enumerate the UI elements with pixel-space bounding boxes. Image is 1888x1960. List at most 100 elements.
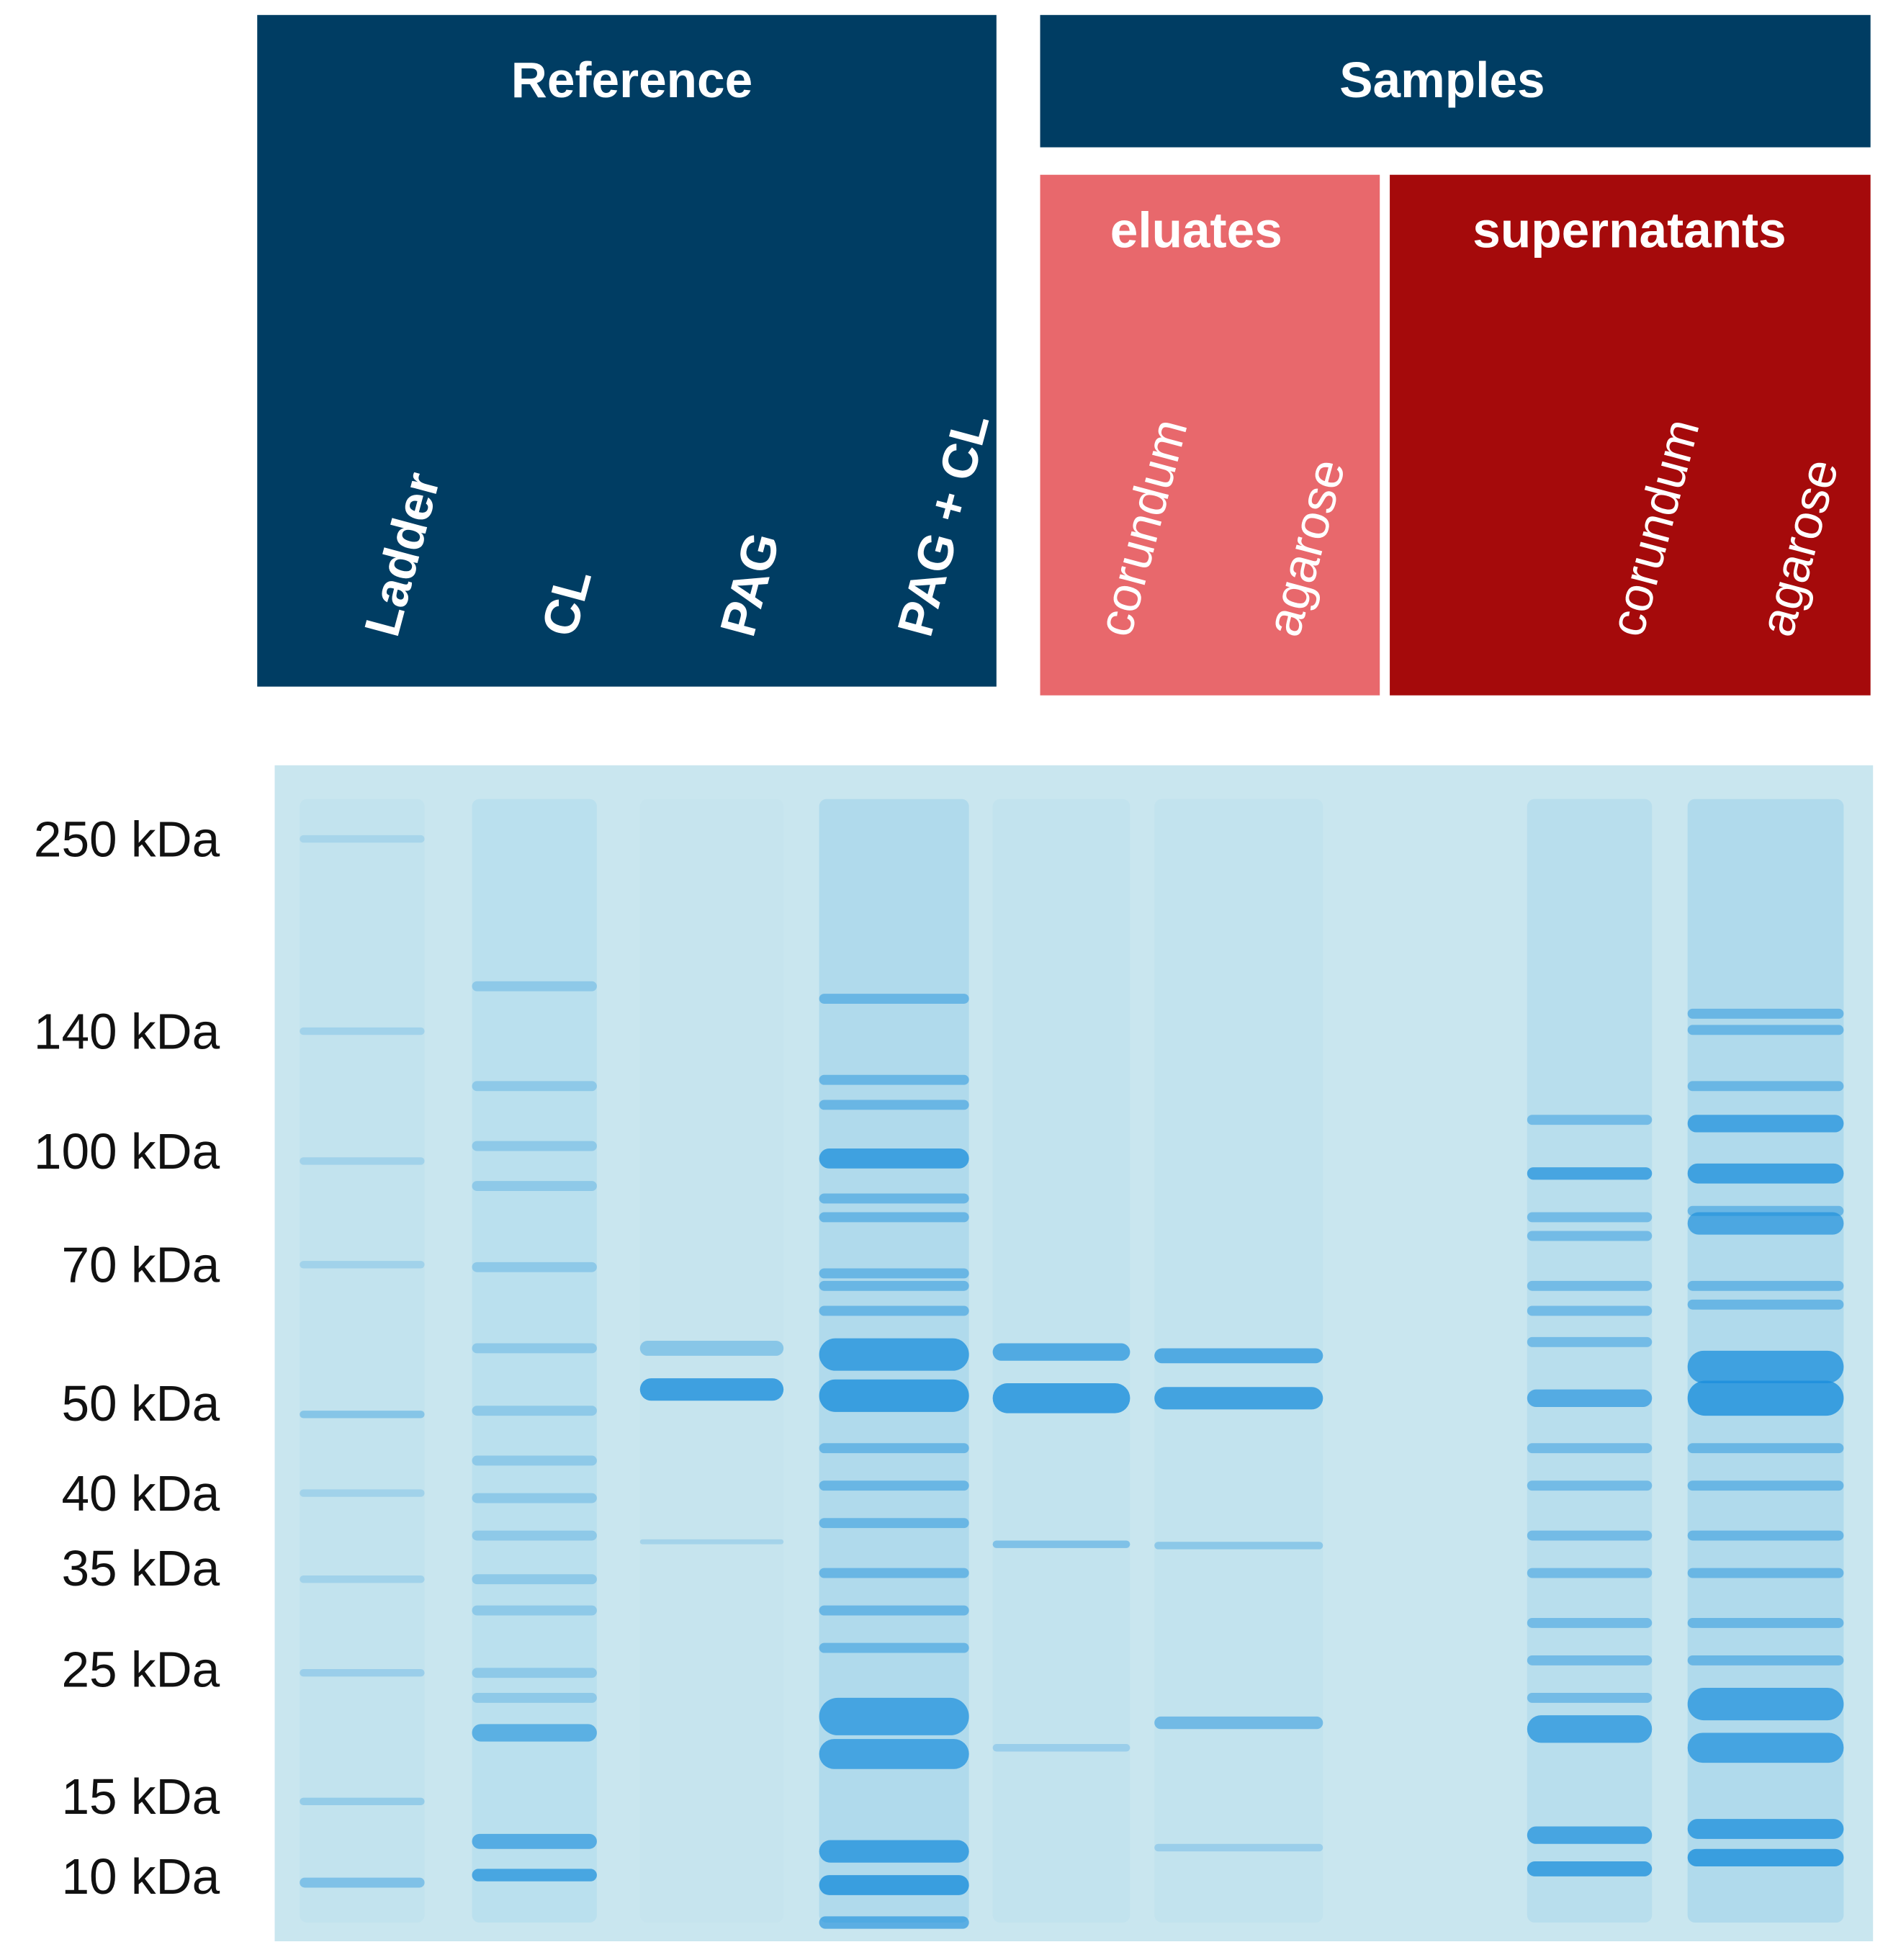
lane-smear xyxy=(300,799,425,1923)
band xyxy=(1527,1336,1653,1347)
band xyxy=(1687,1480,1844,1491)
band xyxy=(1687,1212,1844,1235)
reference-title: Reference xyxy=(511,52,752,108)
band xyxy=(1527,1655,1653,1665)
band xyxy=(472,1081,597,1092)
band xyxy=(472,1833,597,1849)
band xyxy=(1527,1617,1653,1628)
band xyxy=(1527,1480,1653,1491)
band xyxy=(1687,1280,1844,1291)
band xyxy=(300,1261,425,1269)
band xyxy=(300,1027,425,1035)
marker-label: 15 kDa xyxy=(61,1768,220,1825)
band xyxy=(1154,1387,1323,1410)
lane-smear xyxy=(472,799,597,1923)
eluates-title: eluates xyxy=(1110,202,1282,258)
band xyxy=(819,1100,969,1110)
band xyxy=(472,1262,597,1272)
band xyxy=(1527,1389,1653,1407)
band xyxy=(1687,1163,1844,1184)
band xyxy=(300,835,425,843)
band xyxy=(819,1642,969,1653)
reference-box xyxy=(257,14,997,687)
band xyxy=(300,1411,425,1419)
band xyxy=(1687,1350,1844,1384)
band xyxy=(1527,1861,1653,1876)
band xyxy=(992,1343,1130,1361)
band xyxy=(1687,1443,1844,1454)
band xyxy=(1687,1380,1844,1416)
marker-label: 140 kDa xyxy=(34,1003,220,1059)
band xyxy=(819,1518,969,1529)
band xyxy=(1527,1231,1653,1241)
band xyxy=(1687,1688,1844,1721)
eluates-box xyxy=(1040,174,1380,696)
supernatants-title: supernatants xyxy=(1473,202,1786,258)
band xyxy=(1687,1299,1844,1310)
band xyxy=(472,1343,597,1354)
band xyxy=(1687,1530,1844,1541)
band xyxy=(819,1305,969,1316)
band xyxy=(1154,1348,1323,1364)
band xyxy=(300,1669,425,1677)
band xyxy=(300,1877,425,1888)
band xyxy=(1527,1443,1653,1454)
band xyxy=(472,1668,597,1678)
marker-label: 100 kDa xyxy=(34,1123,220,1179)
marker-label: 70 kDa xyxy=(61,1237,220,1293)
band xyxy=(1527,1115,1653,1125)
band xyxy=(1687,1568,1844,1578)
band xyxy=(472,1692,597,1703)
band xyxy=(1527,1530,1653,1541)
band xyxy=(472,1724,597,1742)
band xyxy=(1527,1280,1653,1291)
band xyxy=(819,1739,969,1769)
band xyxy=(1527,1568,1653,1578)
marker-label: 50 kDa xyxy=(61,1375,220,1431)
band xyxy=(819,1480,969,1491)
band xyxy=(300,1157,425,1165)
band xyxy=(472,1869,597,1882)
samples-box xyxy=(1040,14,1871,148)
band xyxy=(1687,1819,1844,1839)
band xyxy=(819,1875,969,1895)
marker-label: 10 kDa xyxy=(61,1848,220,1905)
band xyxy=(1687,1732,1844,1763)
band xyxy=(1687,1115,1844,1133)
band xyxy=(819,1916,969,1929)
band xyxy=(1527,1167,1653,1180)
marker-label: 40 kDa xyxy=(61,1465,220,1521)
marker-label: 35 kDa xyxy=(61,1540,220,1596)
band xyxy=(819,1148,969,1169)
band xyxy=(819,1338,969,1371)
band xyxy=(300,1575,425,1583)
band xyxy=(819,1379,969,1412)
band xyxy=(1687,1008,1844,1019)
band xyxy=(639,1378,784,1401)
band xyxy=(1527,1692,1653,1703)
band xyxy=(300,1489,425,1497)
band xyxy=(819,1074,969,1085)
band xyxy=(992,1744,1130,1752)
band xyxy=(1687,1655,1844,1665)
band xyxy=(819,1280,969,1291)
band xyxy=(639,1539,784,1545)
band xyxy=(472,1605,597,1616)
band xyxy=(1154,1843,1323,1852)
samples-title: Samples xyxy=(1339,52,1545,108)
band xyxy=(992,1383,1130,1413)
band xyxy=(819,1840,969,1863)
band xyxy=(819,1443,969,1454)
band xyxy=(819,1193,969,1204)
band xyxy=(472,1574,597,1585)
band xyxy=(819,1605,969,1616)
band xyxy=(472,1493,597,1503)
band xyxy=(1687,1025,1844,1035)
band xyxy=(819,994,969,1004)
band xyxy=(639,1341,784,1356)
band xyxy=(1527,1826,1653,1844)
band xyxy=(819,1568,969,1578)
supernatants-box xyxy=(1390,174,1871,696)
band xyxy=(472,1406,597,1416)
